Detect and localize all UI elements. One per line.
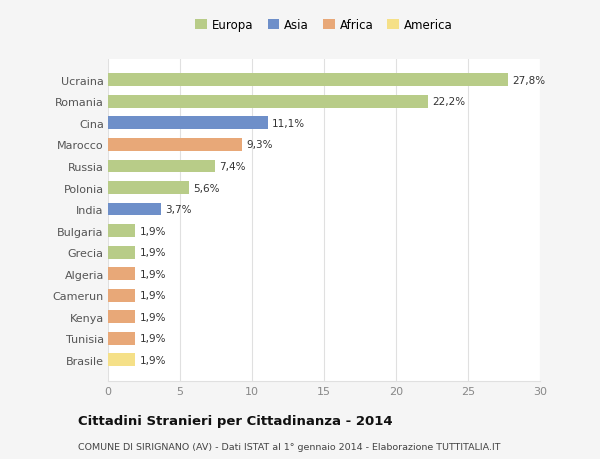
- Bar: [108, 182, 188, 195]
- Text: 1,9%: 1,9%: [140, 312, 166, 322]
- Text: COMUNE DI SIRIGNANO (AV) - Dati ISTAT al 1° gennaio 2014 - Elaborazione TUTTITAL: COMUNE DI SIRIGNANO (AV) - Dati ISTAT al…: [78, 442, 500, 451]
- Bar: [108, 311, 136, 324]
- Bar: [108, 117, 268, 130]
- Text: 11,1%: 11,1%: [272, 119, 305, 129]
- Text: 3,7%: 3,7%: [166, 205, 192, 214]
- Text: 1,9%: 1,9%: [140, 247, 166, 257]
- Bar: [108, 289, 136, 302]
- Bar: [108, 268, 136, 280]
- Text: 7,4%: 7,4%: [219, 162, 245, 172]
- Bar: [108, 332, 136, 345]
- Text: 5,6%: 5,6%: [193, 183, 220, 193]
- Text: 9,3%: 9,3%: [246, 140, 273, 150]
- Text: 27,8%: 27,8%: [512, 76, 546, 86]
- Text: 1,9%: 1,9%: [140, 226, 166, 236]
- Bar: [108, 353, 136, 366]
- Text: 1,9%: 1,9%: [140, 333, 166, 343]
- Bar: [108, 246, 136, 259]
- Bar: [108, 160, 215, 173]
- Bar: [108, 96, 428, 109]
- Text: Cittadini Stranieri per Cittadinanza - 2014: Cittadini Stranieri per Cittadinanza - 2…: [78, 414, 392, 428]
- Legend: Europa, Asia, Africa, America: Europa, Asia, Africa, America: [191, 14, 457, 37]
- Text: 1,9%: 1,9%: [140, 355, 166, 365]
- Bar: [108, 74, 508, 87]
- Text: 22,2%: 22,2%: [432, 97, 465, 107]
- Bar: [108, 224, 136, 237]
- Bar: [108, 139, 242, 151]
- Bar: [108, 203, 161, 216]
- Text: 1,9%: 1,9%: [140, 291, 166, 301]
- Text: 1,9%: 1,9%: [140, 269, 166, 279]
